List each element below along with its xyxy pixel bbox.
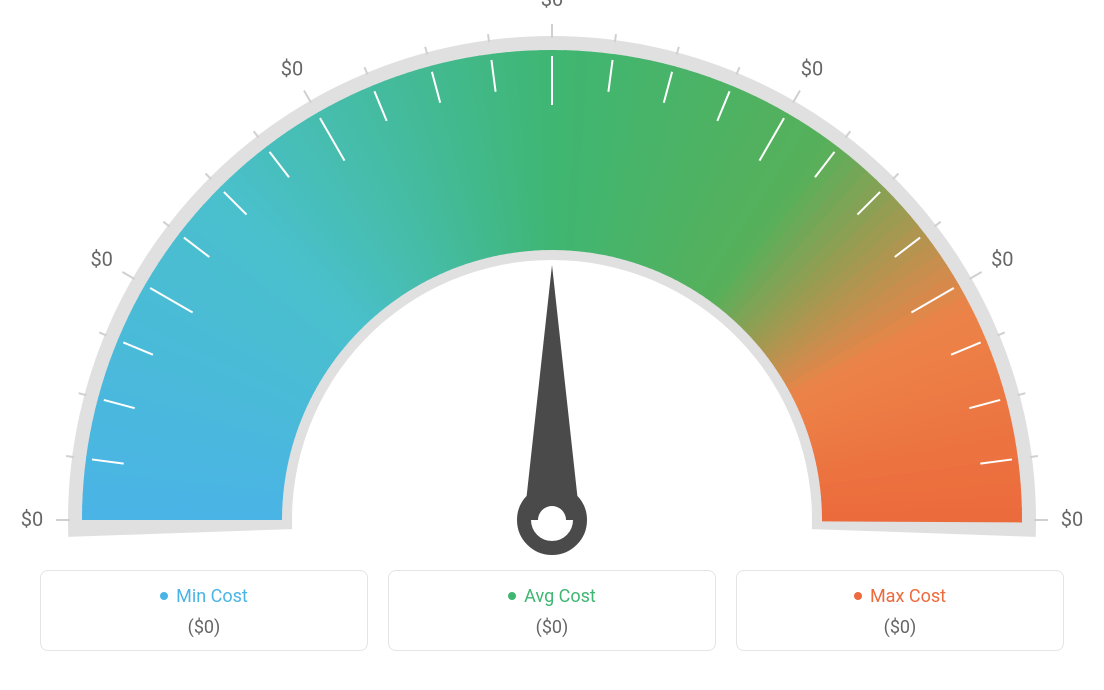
gauge-tick-outer (736, 67, 739, 74)
legend-title: Max Cost (854, 586, 946, 607)
gauge-tick-outer (304, 90, 311, 102)
gauge-tick-label: $0 (21, 507, 43, 531)
legend-dot (160, 592, 168, 600)
legend-title-text: Max Cost (870, 586, 946, 607)
gauge-svg: $0 $0 $0 $0 $0 $0 $0 (0, 0, 1104, 560)
gauge-tick-outer (845, 131, 850, 137)
gauge-tick-outer (206, 174, 212, 180)
legend-value: ($0) (399, 617, 705, 638)
gauge-tick-outer (66, 456, 74, 457)
legend-title: Avg Cost (508, 586, 596, 607)
gauge-tick-outer (1030, 456, 1038, 457)
gauge-tick-label: $0 (541, 0, 563, 11)
legend-card-max: Max Cost ($0) (736, 570, 1064, 651)
gauge-needle-hub-inner (538, 506, 566, 534)
legend-title-text: Avg Cost (524, 586, 596, 607)
gauge-tick-outer (99, 332, 106, 335)
gauge-tick-outer (488, 34, 489, 42)
legend-card-avg: Avg Cost ($0) (388, 570, 716, 651)
gauge-tick-outer (969, 272, 981, 279)
gauge-tick-outer (793, 90, 800, 102)
gauge-tick-label: $0 (90, 247, 112, 271)
legend-title-text: Min Cost (176, 586, 248, 607)
legend-title: Min Cost (160, 586, 248, 607)
gauge-tick-outer (163, 222, 169, 227)
gauge-tick-outer (997, 332, 1004, 335)
legend-value: ($0) (747, 617, 1053, 638)
gauge-tick-label: $0 (1061, 507, 1083, 531)
legend-dot (854, 592, 862, 600)
gauge-tick-outer (254, 131, 259, 137)
gauge-tick-label: $0 (991, 247, 1013, 271)
legend-card-min: Min Cost ($0) (40, 570, 368, 651)
gauge-needle (524, 265, 580, 520)
gauge-tick-outer (615, 34, 616, 42)
gauge-tick-outer (364, 67, 367, 74)
gauge-tick-label: $0 (801, 57, 823, 81)
legend-value: ($0) (51, 617, 357, 638)
gauge-tick-outer (893, 174, 899, 180)
gauge-tick-outer (934, 222, 940, 227)
legend-row: Min Cost ($0) Avg Cost ($0) Max Cost ($0) (0, 570, 1104, 651)
gauge-tick-outer (122, 272, 134, 279)
gauge-chart: $0 $0 $0 $0 $0 $0 $0 (0, 0, 1104, 560)
gauge-tick-label: $0 (281, 57, 303, 81)
legend-dot (508, 592, 516, 600)
